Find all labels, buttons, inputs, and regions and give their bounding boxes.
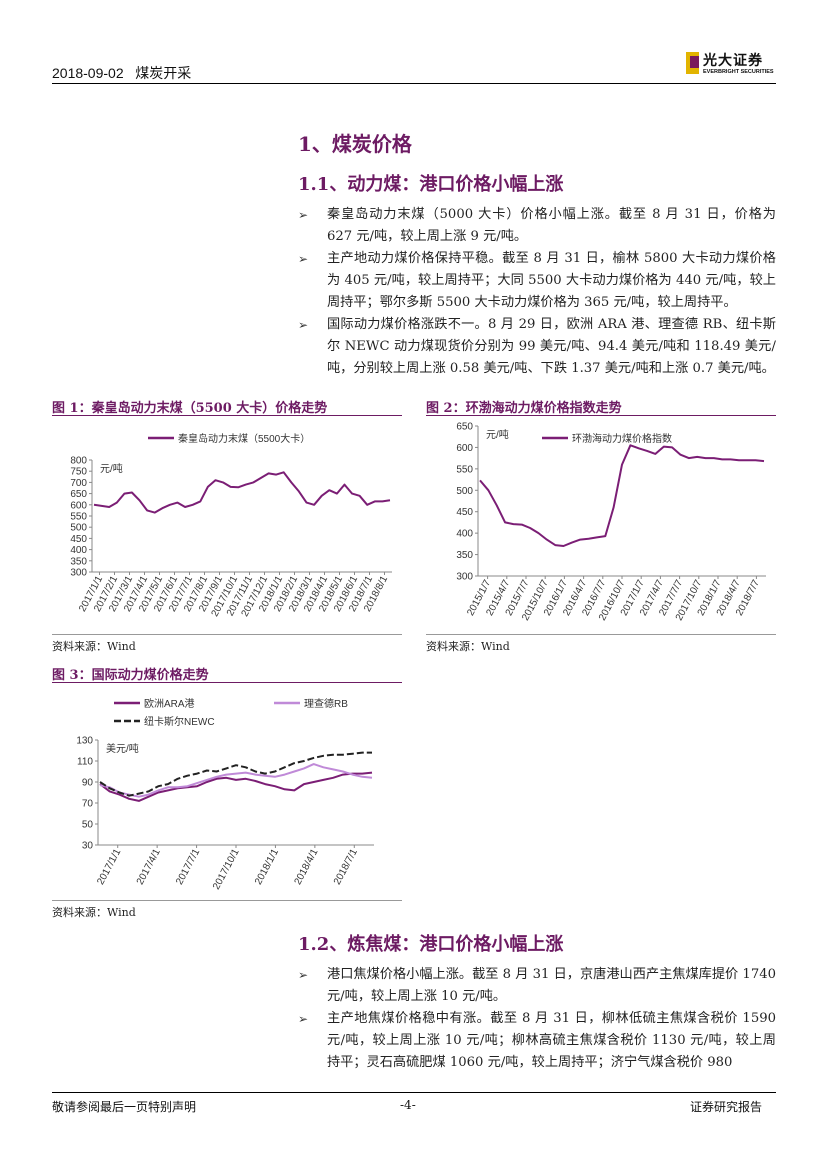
header-date-text: 2018-09-02 bbox=[52, 65, 124, 81]
figure-2-rule bbox=[426, 415, 776, 416]
list-item: ➢ 秦皇岛动力末煤（5000 大卡）价格小幅上涨。截至 8 月 31 日，价格为 … bbox=[298, 204, 776, 248]
series-line bbox=[99, 771, 373, 802]
bullet-arrow-icon: ➢ bbox=[298, 252, 309, 266]
y-unit-label: 元/吨 bbox=[100, 462, 123, 475]
bullet-arrow-icon: ➢ bbox=[298, 1012, 309, 1026]
bullet-text: 国际动力煤价格涨跌不一。8 月 29 日，欧洲 ARA 港、理查德 RB、纽卡斯… bbox=[327, 317, 776, 376]
y-tick-label: 350 bbox=[70, 556, 87, 567]
y-tick-label: 600 bbox=[70, 500, 87, 511]
y-tick-label: 500 bbox=[70, 523, 87, 534]
section-title-1-1: 1.1、动力煤：港口价格小幅上涨 bbox=[298, 174, 564, 195]
y-tick-label: 300 bbox=[70, 568, 87, 579]
legend-label: 理查德RB bbox=[304, 697, 348, 710]
series-line bbox=[93, 471, 391, 514]
figure-1-source-rule bbox=[52, 634, 402, 635]
legend-label: 纽卡斯尔NEWC bbox=[144, 715, 215, 728]
y-tick-label: 550 bbox=[456, 464, 473, 475]
figure-1-rule bbox=[52, 415, 402, 416]
y-unit-label: 美元/吨 bbox=[106, 742, 139, 755]
header-category: 煤炭开采 bbox=[135, 65, 192, 81]
y-tick-label: 70 bbox=[82, 799, 94, 810]
x-tick-label: 2018/1/1 bbox=[253, 847, 281, 887]
y-tick-label: 90 bbox=[82, 778, 94, 789]
x-tick-label: 2017/1/1 bbox=[95, 847, 123, 887]
figure-1-source: 资料来源：Wind bbox=[52, 640, 136, 653]
figure-1-title: 图 1：秦皇岛动力末煤（5500 大卡）价格走势 bbox=[52, 401, 328, 416]
list-item: ➢ 主产地焦煤价格稳中有涨。截至 8 月 31 日，柳林低硫主焦煤含税价 1590… bbox=[298, 1008, 776, 1074]
y-tick-label: 110 bbox=[77, 757, 93, 768]
y-tick-label: 800 bbox=[70, 456, 87, 467]
chart-svg: 300350400450500550600650元/吨2015/1/72015/… bbox=[456, 422, 766, 623]
bullet-list-thermal-coal: ➢ 秦皇岛动力末煤（5000 大卡）价格小幅上涨。截至 8 月 31 日，价格为 … bbox=[298, 204, 776, 380]
figure-3-chart: 30 50 70 90 110 130 美元/吨 2017/1/1 2017/4/1 2017/7… bbox=[52, 685, 402, 903]
y-tick-label: 650 bbox=[70, 489, 87, 500]
y-tick-label: 450 bbox=[70, 534, 87, 545]
y-tick-label: 650 bbox=[456, 422, 473, 433]
legend-label: 欧洲ARA港 bbox=[144, 698, 195, 710]
bullet-arrow-icon: ➢ bbox=[298, 208, 309, 222]
y-tick-label: 550 bbox=[70, 512, 87, 523]
figure-2-chart: 300 350 400 450 500 550 600 650 元/吨 2015/1/7 2015/… bbox=[426, 418, 776, 636]
legend-label: 环渤海动力煤价格指数 bbox=[572, 432, 672, 445]
y-tick-label: 500 bbox=[456, 486, 473, 497]
figure-3-source-rule bbox=[52, 900, 402, 901]
company-logo: 光大证券 EVERBRIGHT SECURITIES bbox=[686, 50, 776, 80]
y-tick-label: 30 bbox=[82, 841, 94, 852]
x-tick-label: 2018/7/1 bbox=[332, 847, 360, 887]
logo-mark-inner-icon bbox=[690, 56, 699, 68]
y-tick-label: 600 bbox=[456, 443, 473, 454]
figure-2-source: 资料来源：Wind bbox=[426, 640, 510, 653]
bullet-text: 主产地动力煤价格保持平稳。截至 8 月 31 日，榆林 5800 大卡动力煤价格… bbox=[327, 251, 776, 310]
bullet-list-coking-coal: ➢ 港口焦煤价格小幅上涨。截至 8 月 31 日，京唐港山西产主焦煤库提价 174… bbox=[298, 964, 776, 1074]
x-tick-label: 2017/4/1 bbox=[135, 847, 163, 887]
y-tick-label: 350 bbox=[456, 550, 473, 561]
y-tick-label: 50 bbox=[82, 820, 94, 831]
y-unit-label: 元/吨 bbox=[486, 428, 509, 441]
list-item: ➢ 国际动力煤价格涨跌不一。8 月 29 日，欧洲 ARA 港、理查德 RB、纽卡… bbox=[298, 314, 776, 380]
bullet-text: 港口焦煤价格小幅上涨。截至 8 月 31 日，京唐港山西产主焦煤库提价 1740… bbox=[327, 967, 776, 1004]
series-line bbox=[99, 763, 373, 798]
bullet-text: 秦皇岛动力末煤（5000 大卡）价格小幅上涨。截至 8 月 31 日，价格为 6… bbox=[327, 207, 776, 244]
y-tick-label: 400 bbox=[456, 529, 473, 540]
bullet-arrow-icon: ➢ bbox=[298, 318, 309, 332]
figure-3-source: 资料来源：Wind bbox=[52, 906, 136, 919]
figure-2-title: 图 2：环渤海动力煤价格指数走势 bbox=[426, 401, 622, 416]
chart-svg: 30 50 70 90 110 130 美元/吨 2017/1/1 2017/4/1 2017/7… bbox=[76, 697, 374, 892]
bullet-arrow-icon: ➢ bbox=[298, 968, 309, 982]
x-tick-label: 2017/7/1 bbox=[174, 847, 202, 887]
legend-label: 秦皇岛动力末煤（5500大卡） bbox=[178, 432, 310, 445]
header-rule bbox=[52, 83, 776, 84]
y-tick-label: 300 bbox=[456, 572, 473, 583]
figure-1-chart: 300 350 400 450 500 550 600 650 700 750 800 元/吨 2017… bbox=[52, 418, 402, 636]
footer-rule bbox=[52, 1092, 776, 1093]
y-tick-label: 750 bbox=[70, 467, 87, 478]
y-tick-label: 130 bbox=[76, 736, 93, 747]
bullet-text: 主产地焦煤价格稳中有涨。截至 8 月 31 日，柳林低硫主焦煤含税价 1590 … bbox=[327, 1011, 776, 1070]
section-title-1-2: 1.2、炼焦煤：港口价格小幅上涨 bbox=[298, 934, 564, 955]
footer-page-number: -4- bbox=[400, 1098, 416, 1112]
list-item: ➢ 港口焦煤价格小幅上涨。截至 8 月 31 日，京唐港山西产主焦煤库提价 174… bbox=[298, 964, 776, 1008]
header-date: 2018-09-02 煤炭开采 bbox=[52, 63, 191, 83]
y-tick-label: 450 bbox=[456, 507, 473, 518]
series-line bbox=[99, 751, 372, 797]
logo-name-cn: 光大证券 bbox=[703, 53, 763, 69]
figure-2-source-rule bbox=[426, 634, 776, 635]
figure-3-rule bbox=[52, 682, 402, 683]
footer-disclaimer: 敬请参阅最后一页特别声明 bbox=[52, 1100, 197, 1114]
x-tick-label: 2017/10/1 bbox=[211, 847, 242, 892]
x-tick-label: 2018/4/1 bbox=[293, 847, 321, 887]
series-line bbox=[479, 444, 765, 547]
chart-svg: 300350400450500550600650700750800元/吨2017… bbox=[70, 432, 392, 619]
y-tick-label: 400 bbox=[70, 545, 87, 556]
list-item: ➢ 主产地动力煤价格保持平稳。截至 8 月 31 日，榆林 5800 大卡动力煤价… bbox=[298, 248, 776, 314]
logo-name-en: EVERBRIGHT SECURITIES bbox=[703, 69, 774, 75]
footer-report-type: 证券研究报告 bbox=[690, 1100, 763, 1114]
y-tick-label: 700 bbox=[70, 478, 87, 489]
section-title-1: 1、煤炭价格 bbox=[298, 132, 412, 156]
figure-3-title: 图 3：国际动力煤价格走势 bbox=[52, 668, 209, 683]
